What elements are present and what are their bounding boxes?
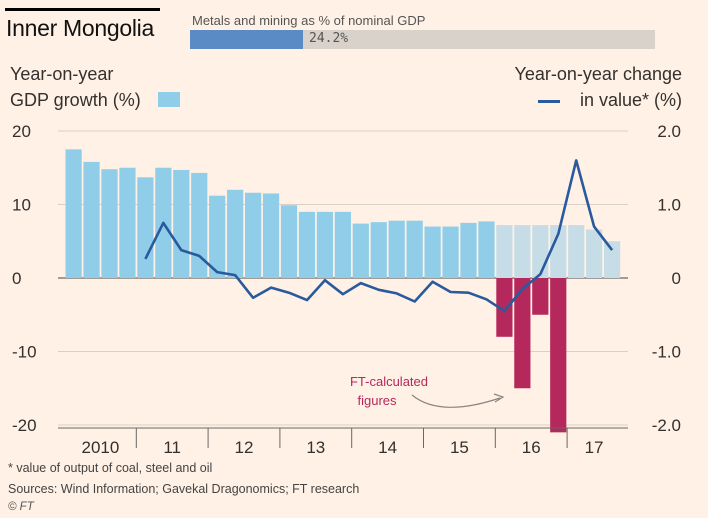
gdp-bar-2014Q1 <box>352 223 369 278</box>
left-tick-label: 10 <box>12 196 31 215</box>
annotation-line1: FT-calculated <box>350 374 428 389</box>
gdp-bar-2012Q3 <box>245 192 262 278</box>
x-tick-label: 15 <box>450 438 469 455</box>
ft-bar-2016Q3 <box>532 278 549 315</box>
annotation-arrowhead <box>493 393 505 403</box>
left-tick-label: 20 <box>12 122 31 141</box>
legend-gdp-swatch <box>158 92 180 107</box>
left-tick-label: 0 <box>12 269 21 288</box>
metals-share-bar: 24.2% <box>190 30 655 49</box>
footnote: * value of output of coal, steel and oil <box>8 461 213 475</box>
gdp-bar-2012Q1 <box>209 195 226 278</box>
x-tick-label: 13 <box>306 438 325 455</box>
left-tick-label: -10 <box>12 343 37 362</box>
x-tick-label: 17 <box>585 438 604 455</box>
x-tick-label: 11 <box>163 438 181 455</box>
x-tick-label: 2010 <box>81 438 119 455</box>
gdp-bar-2013Q2 <box>298 211 316 278</box>
legend-value-line <box>538 100 560 103</box>
gdp-bar-2016Q3 <box>532 225 549 278</box>
chart-title: Inner Mongolia <box>6 15 154 41</box>
right-axis-heading-line1: Year-on-year change <box>514 64 682 84</box>
gdp-bar-2015Q1 <box>424 226 441 278</box>
ft-bar-2016Q2 <box>514 278 531 389</box>
metals-share-label: Metals and mining as % of nominal GDP <box>192 13 426 28</box>
gdp-bar-2012Q4 <box>262 193 280 278</box>
gdp-bar-2011Q4 <box>191 172 208 278</box>
x-tick-label: 14 <box>378 438 397 455</box>
ft-bar-2016Q4 <box>550 278 567 433</box>
title-rule <box>5 8 160 11</box>
gdp-bar-2017Q3 <box>604 241 621 278</box>
gdp-bar-2011Q3 <box>173 169 190 278</box>
gdp-bar-2011Q1 <box>137 177 154 278</box>
annotation-line2: figures <box>357 393 397 408</box>
gdp-bar-2015Q3 <box>460 222 477 278</box>
left-axis-heading-line2: GDP growth (%) <box>10 90 141 110</box>
gdp-bar-2014Q4 <box>406 220 423 278</box>
credit: © FT <box>8 501 34 513</box>
gdp-bar-2014Q3 <box>388 220 405 278</box>
gdp-bar-2010Q4 <box>119 167 136 278</box>
gdp-bar-2015Q4 <box>478 221 495 278</box>
gdp-bar-2017Q1 <box>568 225 585 278</box>
gdp-bar-2010Q2 <box>83 161 100 278</box>
annotation-arrow <box>411 394 501 408</box>
gdp-bar-2013Q4 <box>334 211 351 278</box>
gdp-bar-2017Q2 <box>586 229 603 278</box>
ft-bar-2016Q1 <box>496 278 513 337</box>
right-axis-heading-line2: in value* (%) <box>579 90 682 110</box>
right-tick-label: -1.0 <box>652 343 681 362</box>
right-tick-label: 1.0 <box>657 196 681 215</box>
x-tick-label: 16 <box>522 438 541 455</box>
gdp-bar-2010Q1 <box>65 149 82 278</box>
left-axis-heading-line1: Year-on-year <box>10 64 114 84</box>
gdp-bar-2013Q1 <box>280 205 298 278</box>
left-tick-label: -20 <box>12 416 37 435</box>
right-tick-label: 0 <box>672 269 681 288</box>
metals-share-fill <box>190 30 303 49</box>
gdp-bar-2012Q2 <box>227 189 244 278</box>
gdp-bar-2013Q3 <box>316 211 333 278</box>
right-tick-label: 2.0 <box>657 122 681 141</box>
gdp-bar-2014Q2 <box>370 222 387 278</box>
right-tick-label: -2.0 <box>652 416 681 435</box>
x-tick-label: 12 <box>235 438 254 455</box>
gdp-bar-2015Q2 <box>442 226 459 278</box>
gdp-bar-2016Q1 <box>496 225 513 278</box>
gdp-bar-2010Q3 <box>101 169 118 278</box>
gdp-bar-2016Q2 <box>514 225 531 278</box>
gdp-bar-2016Q4 <box>550 225 567 278</box>
metals-share-value: 24.2% <box>309 31 349 46</box>
sources: Sources: Wind Information; Gavekal Drago… <box>8 482 360 496</box>
